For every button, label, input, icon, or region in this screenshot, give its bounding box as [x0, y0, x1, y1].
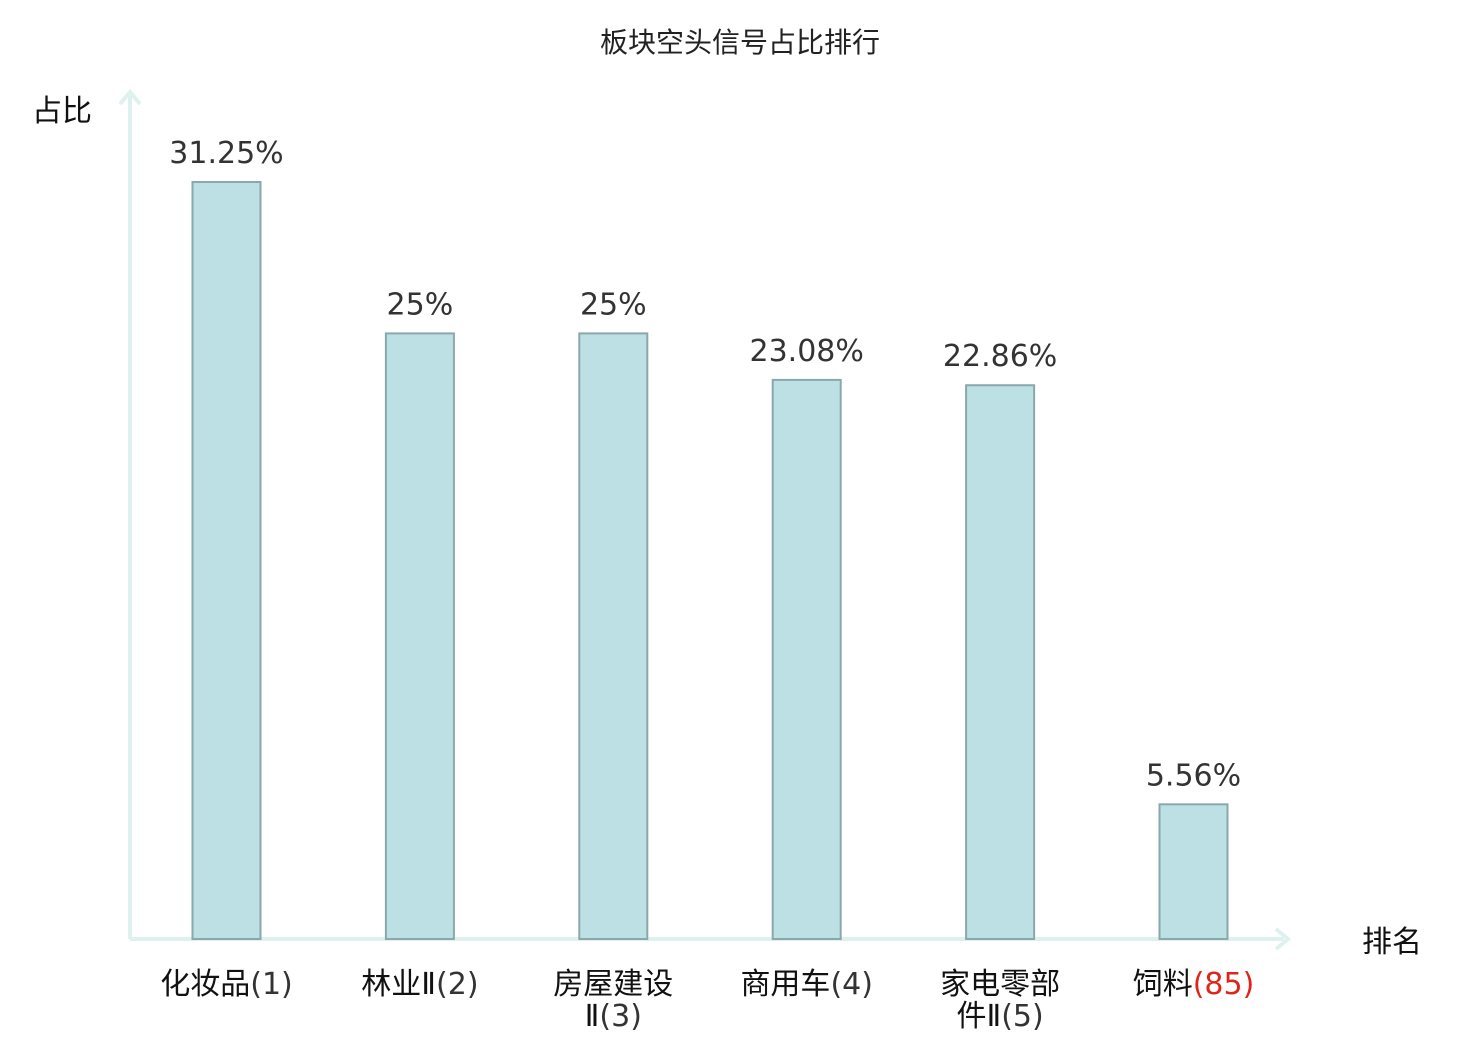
axes	[118, 88, 1292, 951]
category-label: Ⅱ(3)	[585, 999, 642, 1034]
bar-value-label: 31.25%	[169, 136, 283, 171]
bar-value-label: 22.86%	[943, 339, 1057, 374]
category-name: 林业Ⅱ	[361, 967, 436, 1002]
category-name: Ⅱ	[585, 999, 600, 1034]
bars-group	[191, 181, 1229, 941]
y-axis-arrow-icon	[118, 88, 142, 106]
x-axis-arrow-icon	[1274, 927, 1292, 951]
value-labels-group: 31.25% 25% 25% 23.08% 22.86% 5.56%	[169, 136, 1241, 793]
bar-value-label: 25%	[387, 287, 454, 322]
category-rank: (2)	[436, 967, 479, 1002]
bar-value-label: 25%	[580, 287, 647, 322]
bar-value-label: 5.56%	[1146, 758, 1241, 793]
category-rank: (5)	[1001, 999, 1044, 1034]
chart-title: 板块空头信号占比排行	[600, 26, 880, 59]
x-axis-label: 排名	[1362, 925, 1422, 960]
category-label: 商用车(4)	[740, 967, 873, 1002]
category-name: 件Ⅱ	[956, 999, 1001, 1034]
category-name: 房屋建设	[553, 967, 673, 1002]
category-label: 家电零部	[940, 967, 1060, 1002]
category-name: 化妆品	[160, 967, 250, 1002]
category-rank: (4)	[830, 967, 873, 1002]
bar	[771, 378, 842, 940]
bar	[1158, 803, 1229, 941]
category-label: 化妆品(1)	[160, 967, 293, 1002]
bar	[384, 332, 455, 940]
category-rank: (3)	[599, 999, 642, 1034]
category-label: 林业Ⅱ(2)	[361, 967, 478, 1002]
bar	[965, 384, 1036, 940]
category-name: 饲料	[1133, 967, 1193, 1002]
bar-value-label: 23.08%	[750, 334, 864, 369]
category-label: 饲料(85)	[1133, 967, 1255, 1002]
category-rank: (85)	[1193, 967, 1255, 1002]
category-name: 家电零部	[940, 967, 1060, 1002]
category-label: 件Ⅱ(5)	[956, 999, 1043, 1034]
bar	[191, 181, 262, 940]
bar	[578, 332, 649, 940]
y-axis-label: 占比	[32, 94, 92, 129]
category-rank: (1)	[250, 967, 293, 1002]
category-label: 房屋建设	[553, 967, 673, 1002]
category-name: 商用车	[740, 967, 830, 1002]
